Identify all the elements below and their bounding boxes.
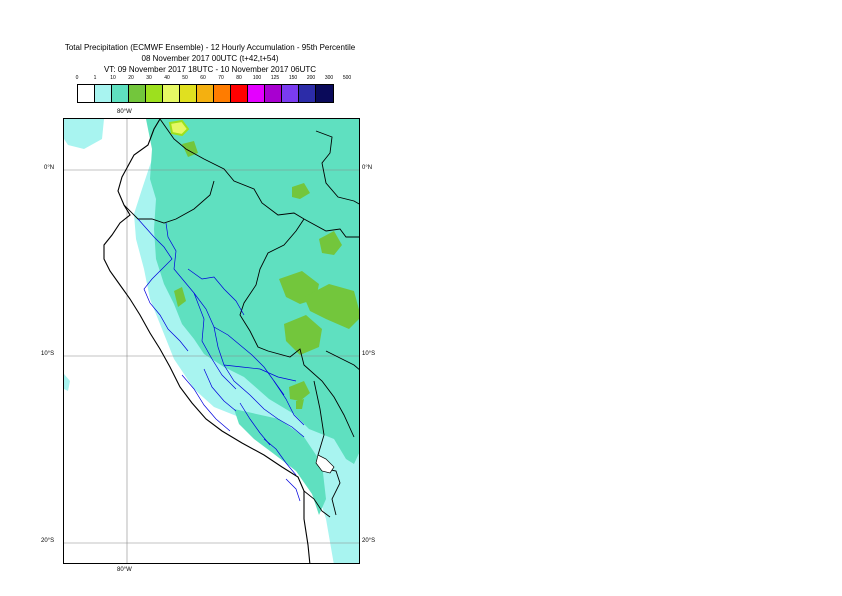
precip-heavy-patch-6 [292, 183, 310, 199]
legend-threshold-label: 40 [164, 75, 170, 81]
lat-label-20-left: 20°S [41, 538, 55, 544]
precip-moderate-south [234, 409, 326, 515]
legend-threshold-label: 200 [306, 75, 316, 81]
lon-label-top: 80°W [117, 109, 132, 115]
legend-threshold-label: 10 [110, 75, 116, 81]
coastline [103, 119, 311, 563]
legend-threshold-label: 70 [218, 75, 224, 81]
legend-swatch [95, 85, 112, 102]
legend-threshold-label: 150 [288, 75, 298, 81]
legend-threshold-label: 20 [128, 75, 134, 81]
legend-threshold-label: 0 [75, 75, 79, 81]
border-peru-chile [303, 490, 331, 518]
chart-title-line2: 08 November 2017 00UTC (t+42,t+54) [141, 54, 279, 63]
legend-threshold-label: 80 [236, 75, 242, 81]
legend-swatch [112, 85, 129, 102]
precip-light-patch-west [64, 119, 104, 149]
legend-swatch [282, 85, 299, 102]
lat-label-0-right: 0°N [362, 165, 373, 171]
legend-swatch [129, 85, 146, 102]
legend-threshold-label: 1 [93, 75, 97, 81]
precip-heavy-patch-7 [174, 287, 186, 307]
legend-swatch [231, 85, 248, 102]
lat-label-0-left: 0°N [44, 165, 55, 171]
precip-moderate-field [146, 119, 359, 464]
legend-swatch [214, 85, 231, 102]
lat-label-10-right: 10°S [362, 351, 376, 357]
lat-label-20-right: 20°S [362, 538, 376, 544]
precip-heavy-patch-4 [289, 381, 310, 401]
legend-swatch [197, 85, 214, 102]
legend-threshold-label: 125 [270, 75, 280, 81]
legend-swatch [78, 85, 95, 102]
precipitation-map [63, 118, 360, 564]
precip-heavy-patch-2 [304, 284, 359, 329]
legend-swatch [163, 85, 180, 102]
chart-title-line3: VT: 09 November 2017 18UTC - 10 November… [103, 65, 317, 74]
lat-label-10-left: 10°S [41, 351, 55, 357]
legend-threshold-label: 50 [182, 75, 188, 81]
regional-boundaries [137, 218, 305, 502]
legend-threshold-label: 300 [324, 75, 334, 81]
border-brazil-bolivia [325, 350, 359, 370]
chart-title-line1: Total Precipitation (ECMWF Ensemble) - 1… [64, 43, 356, 52]
legend-swatch [299, 85, 316, 102]
legend-swatch [316, 85, 333, 102]
legend-threshold-label: 100 [252, 75, 262, 81]
border-ecuador-peru [123, 180, 215, 224]
legend-swatch [146, 85, 163, 102]
lon-label-bottom: 80°W [117, 567, 132, 573]
precip-light-patch-sw [64, 374, 70, 391]
border-colombia-brazil [315, 130, 359, 205]
color-legend [77, 84, 334, 103]
legend-swatch [248, 85, 265, 102]
precip-heavy-spot-south [296, 399, 304, 409]
border-peru-brazil [239, 218, 355, 438]
map-canvas [64, 119, 359, 563]
legend-threshold-label: 60 [200, 75, 206, 81]
legend-threshold-label: 30 [146, 75, 152, 81]
legend-swatch [180, 85, 197, 102]
lake-titicaca [315, 454, 335, 474]
legend-threshold-label: 500 [342, 75, 352, 81]
precip-peak-north [168, 119, 190, 137]
legend-labels: 0 1 10 20 30 40 50 60 70 80 100 125 150 200 300 500 [69, 75, 359, 85]
legend-swatch [265, 85, 282, 102]
border-ecuador-colombia [159, 119, 359, 238]
precip-heavy-patch-3 [284, 315, 322, 355]
precip-heavy-patch-5 [319, 231, 342, 255]
